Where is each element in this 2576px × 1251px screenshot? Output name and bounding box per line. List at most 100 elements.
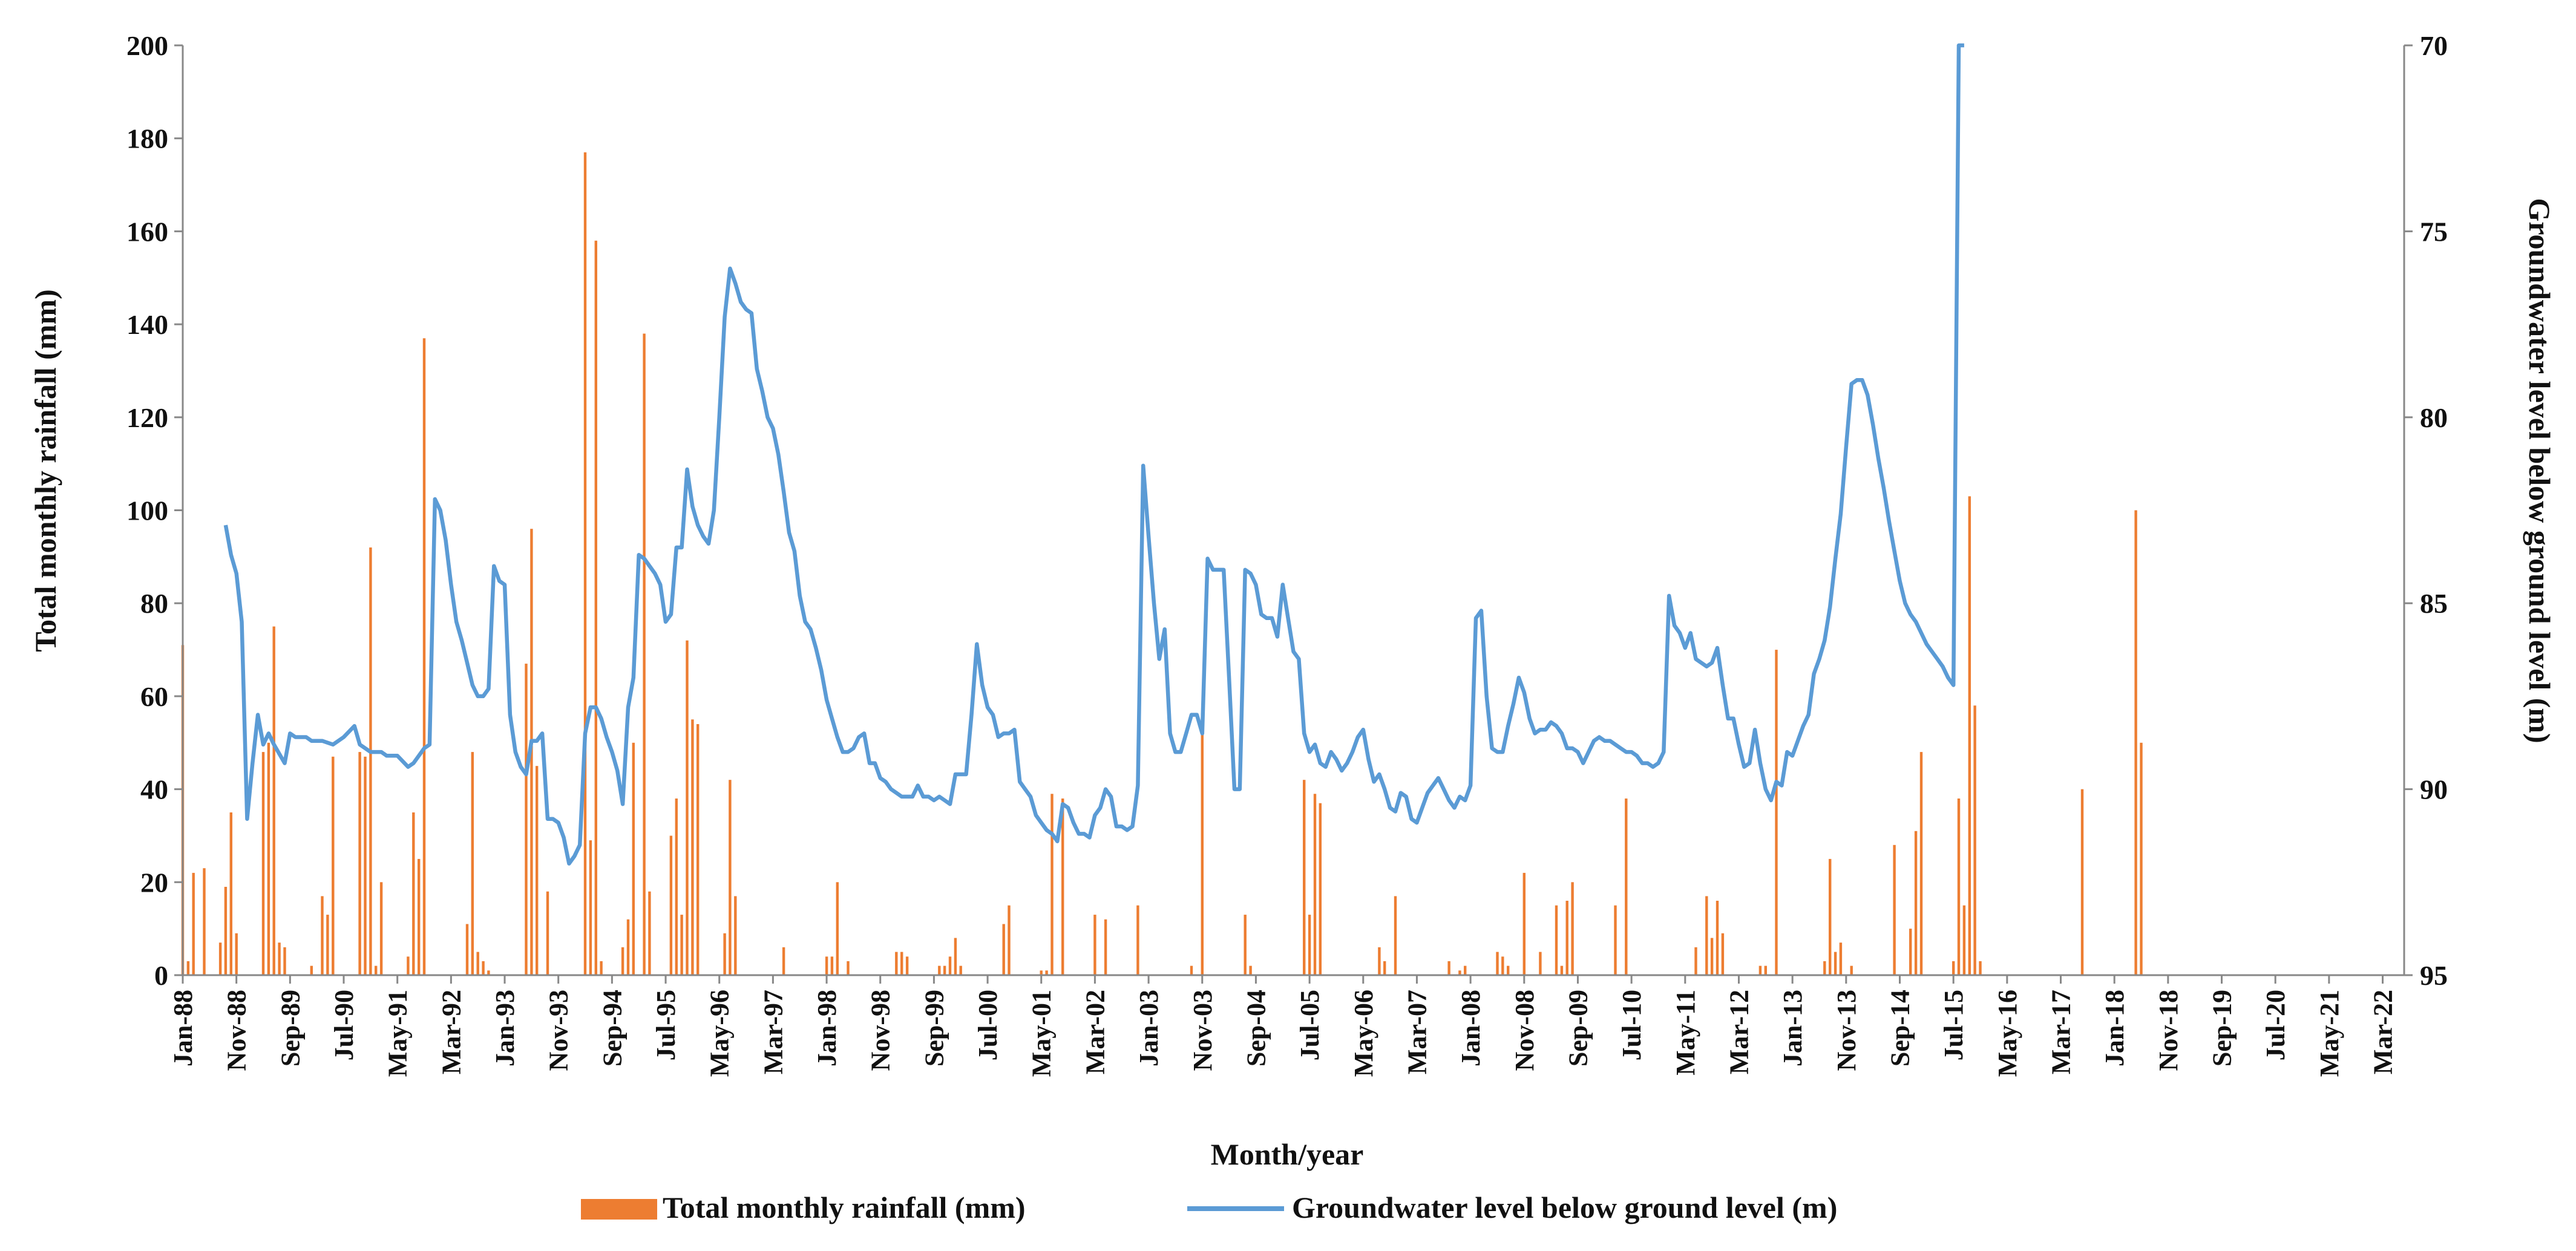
y-right-tick-label: 90 xyxy=(2420,774,2448,805)
rainfall-bar xyxy=(1190,965,1193,975)
rainfall-bar xyxy=(626,919,630,975)
rainfall-bar xyxy=(267,742,270,976)
rainfall-bar xyxy=(954,938,957,975)
x-tick-label: Jul-00 xyxy=(973,990,1003,1060)
x-tick-label: Nov-08 xyxy=(1510,990,1539,1071)
rainfall-bar xyxy=(836,882,839,975)
x-tick-label: Sep-99 xyxy=(919,990,949,1066)
y-left-tick-label: 120 xyxy=(126,402,168,433)
x-tick-label: Sep-09 xyxy=(1564,990,1593,1066)
y-left-tick-label: 0 xyxy=(154,960,168,991)
rainfall-bar xyxy=(471,752,474,975)
rainfall-bar xyxy=(1625,799,1628,975)
x-tick-label: Sep-14 xyxy=(1886,990,1915,1066)
rainfall-bar xyxy=(959,965,962,975)
rainfall-bar xyxy=(1850,965,1853,975)
rainfall-bar xyxy=(1464,965,1467,975)
rainfall-bar xyxy=(782,947,785,975)
rainfall-bar xyxy=(375,965,378,975)
rainfall-bar xyxy=(203,868,206,975)
rainfall-bar xyxy=(482,961,485,975)
rainfall-bar xyxy=(418,858,421,975)
x-tick-label: May-01 xyxy=(1027,990,1057,1077)
rainfall-bar xyxy=(1839,942,1843,975)
rainfall-bar xyxy=(364,756,367,975)
rainfall-bar xyxy=(1829,858,1832,975)
rainfall-bar xyxy=(675,799,678,975)
rainfall-bar xyxy=(369,547,372,975)
rainfall-bar xyxy=(1383,961,1386,975)
rainfall-bar xyxy=(407,956,410,975)
rainfall-bar xyxy=(825,956,828,975)
x-tick-label: Nov-03 xyxy=(1188,990,1218,1071)
rainfall-bar xyxy=(1050,794,1054,975)
rainfall-bar xyxy=(1710,938,1714,975)
rainfall-bar xyxy=(186,961,190,975)
rainfall-bar xyxy=(895,952,898,975)
rainfall-bar xyxy=(1957,799,1961,975)
rainfall-bar xyxy=(1565,901,1568,975)
rainfall-bar xyxy=(536,766,539,975)
rainfall-bar xyxy=(261,752,265,975)
rainfall-bar xyxy=(1614,905,1617,975)
x-tick-label: May-21 xyxy=(2315,990,2344,1077)
rainfall-bar xyxy=(1104,919,1107,975)
x-tick-label: Jan-03 xyxy=(1134,990,1164,1066)
rainfall-bar xyxy=(905,956,909,975)
y-left-tick-label: 60 xyxy=(140,681,168,712)
y-right-tick-label: 95 xyxy=(2420,960,2448,991)
x-tick-label: Mar-97 xyxy=(758,990,788,1074)
rainfall-bar xyxy=(283,947,286,975)
rainfall-bar xyxy=(1313,794,1317,975)
rainfall-bar xyxy=(1705,896,1708,975)
y-left-tick-label: 140 xyxy=(126,309,168,340)
rainfall-bar xyxy=(691,719,694,975)
rainfall-bar xyxy=(648,891,651,975)
y-left-tick-label: 20 xyxy=(140,867,168,898)
x-tick-label: Jan-18 xyxy=(2100,990,2129,1066)
x-tick-label: Mar-07 xyxy=(1402,990,1432,1074)
rainfall-bar xyxy=(680,915,683,975)
legend-rainfall-swatch xyxy=(581,1199,657,1220)
rainfall-bar xyxy=(1539,952,1542,975)
rainfall-bar xyxy=(938,965,941,975)
rainfall-bar xyxy=(1308,915,1311,975)
rainfall-bar xyxy=(1303,780,1306,975)
rainfall-bar xyxy=(1909,929,1912,975)
x-tick-label: Jul-20 xyxy=(2261,990,2290,1060)
rainfall-bar xyxy=(310,965,313,975)
rainfall-bar xyxy=(948,956,952,975)
rainfall-bar xyxy=(600,961,603,975)
rainfall-bar xyxy=(1571,882,1574,975)
x-tick-label: Mar-22 xyxy=(2368,990,2398,1074)
rainfall-bar xyxy=(723,933,726,975)
groundwater-line-group xyxy=(223,43,1964,866)
rainfall-bar xyxy=(487,970,490,975)
rainfall-bar xyxy=(546,891,549,975)
rainfall-bar xyxy=(321,896,324,975)
rainfall-bar xyxy=(1914,831,1918,975)
y-left-tick-label: 180 xyxy=(126,123,168,154)
rainfall-bar xyxy=(422,338,426,976)
x-tick-label: May-91 xyxy=(383,990,413,1077)
rainfall-bar xyxy=(1919,752,1923,975)
x-tick-label: Jul-15 xyxy=(1939,990,1968,1060)
rainfall-bar xyxy=(1249,965,1252,975)
x-tick-label: Jan-98 xyxy=(812,990,842,1066)
x-tick-label: Nov-88 xyxy=(222,990,252,1071)
x-tick-label: Jan-13 xyxy=(1778,990,1807,1066)
rainfall-bar xyxy=(1045,970,1048,975)
rainfall-bar xyxy=(1555,905,1558,975)
rainfall-bar xyxy=(332,756,335,975)
rainfall-bar xyxy=(465,924,469,975)
rainfall-bar xyxy=(2134,510,2137,975)
x-tick-label: May-06 xyxy=(1349,990,1378,1077)
x-tick-label: May-11 xyxy=(1671,990,1700,1076)
rainfall-bar xyxy=(1962,905,1966,975)
x-tick-label: Nov-13 xyxy=(1832,990,1861,1071)
y-right-tick-label: 70 xyxy=(2420,30,2448,61)
rainfall-bar xyxy=(1758,965,1762,975)
rainfall-bar xyxy=(1694,947,1697,975)
